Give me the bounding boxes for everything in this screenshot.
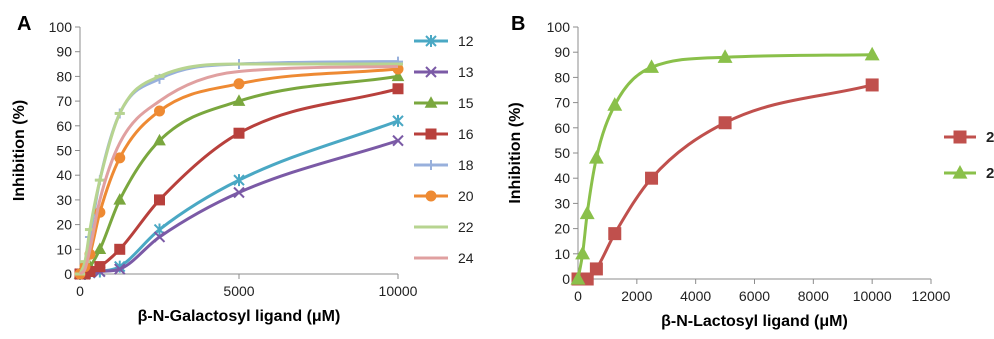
data-point-20 bbox=[114, 152, 126, 164]
data-point-16 bbox=[114, 243, 126, 255]
data-point-15 bbox=[153, 133, 166, 146]
y-axis-label: Inhibition (%) bbox=[507, 102, 524, 203]
data-point-26 bbox=[644, 59, 659, 73]
legend-label-26: 26 bbox=[986, 165, 994, 182]
data-point-26 bbox=[717, 49, 733, 63]
data-point-16 bbox=[233, 127, 245, 139]
y-tick-label: 30 bbox=[56, 192, 72, 208]
y-tick-label: 20 bbox=[56, 217, 72, 233]
legend-label-25: 25 bbox=[986, 129, 994, 146]
x-tick-label: 0 bbox=[76, 283, 84, 299]
x-tick-label: 12000 bbox=[912, 288, 951, 304]
y-tick-label: 40 bbox=[56, 167, 72, 183]
legend-marker-13 bbox=[425, 66, 437, 78]
y-tick-label: 10 bbox=[56, 241, 72, 257]
legend-label-12: 12 bbox=[458, 33, 474, 49]
legend-label-20: 20 bbox=[458, 188, 474, 204]
data-point-20 bbox=[154, 105, 165, 117]
y-tick-label: 40 bbox=[554, 170, 570, 186]
y-tick-label: 50 bbox=[554, 145, 570, 161]
series-line-22 bbox=[78, 62, 398, 275]
data-point-25 bbox=[718, 116, 732, 130]
x-tick-label: 8000 bbox=[798, 288, 829, 304]
data-point-15 bbox=[232, 94, 246, 106]
y-axis-label: Inhibition (%) bbox=[11, 100, 28, 201]
data-point-12 bbox=[392, 114, 404, 127]
y-tick-label: 100 bbox=[49, 19, 73, 35]
data-point-15 bbox=[93, 242, 107, 255]
legend-label-24: 24 bbox=[458, 250, 474, 266]
legend-label-22: 22 bbox=[458, 219, 474, 235]
legend-label-18: 18 bbox=[458, 157, 474, 173]
legend-marker-20 bbox=[425, 190, 437, 202]
legend-marker-26 bbox=[952, 165, 968, 179]
series-24 bbox=[78, 65, 399, 276]
x-tick-label: 10000 bbox=[853, 288, 892, 304]
series-line-24 bbox=[78, 65, 399, 276]
y-tick-label: 70 bbox=[554, 95, 570, 111]
y-tick-label: 90 bbox=[56, 44, 72, 60]
legend-marker-18 bbox=[426, 160, 436, 170]
y-tick-label: 100 bbox=[547, 19, 571, 35]
x-axis-label: β-N-Galactosyl ligand (μM) bbox=[138, 308, 341, 325]
legend-marker-12 bbox=[425, 35, 437, 47]
y-tick-label: 0 bbox=[562, 271, 570, 287]
y-tick-label: 20 bbox=[554, 221, 570, 237]
y-tick-label: 70 bbox=[56, 93, 72, 109]
y-tick-label: 60 bbox=[554, 120, 570, 136]
panel-a: A 0 10 20 30 40 50 60 70 80 90 100 0 5000 10000 β-N-Gal… bbox=[11, 13, 474, 325]
y-tick-label: 30 bbox=[554, 195, 570, 211]
data-point-26 bbox=[579, 205, 595, 220]
data-point-20 bbox=[233, 78, 245, 90]
series-26 bbox=[570, 46, 880, 285]
y-tick-label: 10 bbox=[554, 246, 570, 262]
data-point-26 bbox=[864, 46, 880, 61]
y-tick-label: 80 bbox=[56, 68, 72, 84]
data-point-13 bbox=[392, 134, 404, 147]
data-point-25 bbox=[865, 78, 879, 92]
legend-label-15: 15 bbox=[458, 95, 474, 111]
data-point-15 bbox=[391, 69, 405, 82]
y-tick-label: 90 bbox=[554, 44, 570, 60]
legend-label-16: 16 bbox=[458, 126, 474, 142]
legend-marker-25 bbox=[953, 130, 967, 144]
x-tick-label: 6000 bbox=[739, 288, 770, 304]
x-tick-label: 10000 bbox=[379, 283, 418, 299]
legend-marker-15 bbox=[424, 96, 438, 108]
legend-label-13: 13 bbox=[458, 64, 474, 80]
x-tick-label: 4000 bbox=[680, 288, 711, 304]
data-point-13 bbox=[114, 263, 126, 275]
data-point-25 bbox=[608, 227, 622, 241]
data-point-25 bbox=[589, 262, 603, 276]
y-tick-label: 50 bbox=[56, 143, 72, 159]
data-point-26 bbox=[575, 245, 591, 260]
panel-b: B 0 10 20 30 40 50 60 70 80 90 100 0 2000 4000 6000 8000… bbox=[507, 13, 994, 330]
data-point-12 bbox=[233, 174, 245, 187]
data-point-16 bbox=[392, 83, 404, 95]
data-point-13 bbox=[153, 231, 166, 243]
y-tick-label: 80 bbox=[554, 69, 570, 85]
x-tick-label: 5000 bbox=[223, 283, 254, 299]
data-point-16 bbox=[154, 194, 165, 206]
y-tick-label: 60 bbox=[56, 118, 72, 134]
panel-letter: A bbox=[17, 13, 31, 35]
data-point-25 bbox=[645, 171, 659, 185]
x-tick-label: 0 bbox=[574, 288, 582, 304]
panel-letter: B bbox=[511, 13, 525, 35]
x-axis-label: β-N-Lactosyl ligand (μM) bbox=[661, 313, 848, 330]
x-tick-label: 2000 bbox=[621, 288, 652, 304]
data-point-26 bbox=[607, 97, 623, 111]
data-point-16 bbox=[94, 261, 106, 273]
data-point-13 bbox=[233, 186, 245, 199]
y-tick-label: 0 bbox=[64, 266, 72, 282]
data-point-26 bbox=[570, 271, 586, 285]
data-point-26 bbox=[588, 150, 604, 164]
data-point-15 bbox=[113, 193, 127, 205]
legend-marker-16 bbox=[425, 128, 437, 140]
